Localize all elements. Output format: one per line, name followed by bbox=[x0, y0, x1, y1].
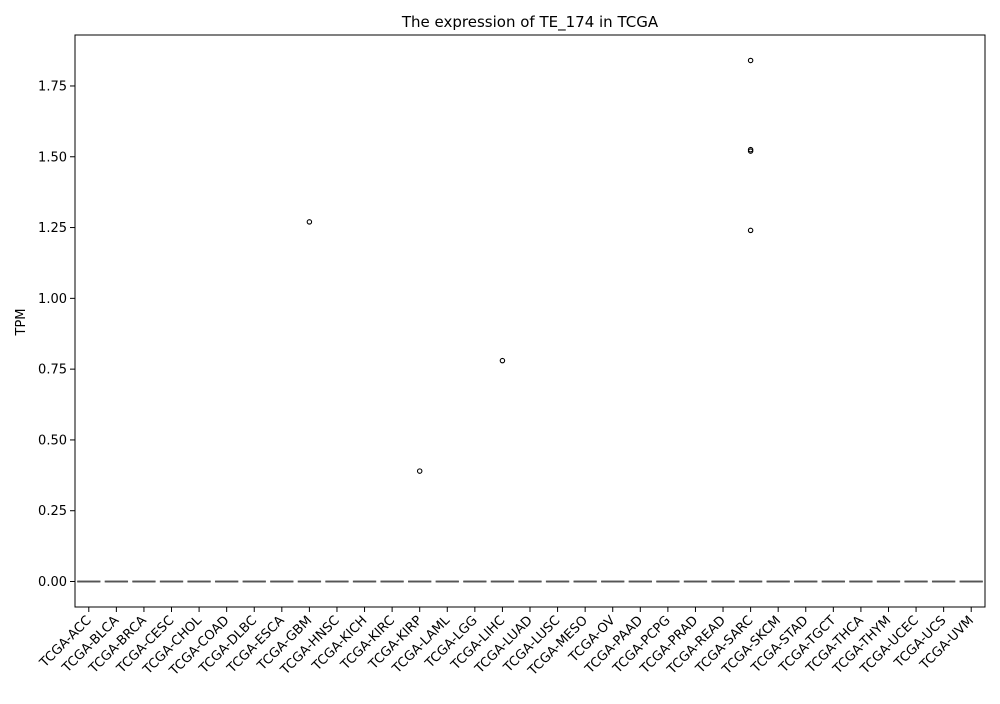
y-tick-label: 1.75 bbox=[38, 79, 67, 94]
y-tick-label: 0.25 bbox=[38, 504, 67, 519]
outlier-point bbox=[499, 357, 506, 364]
outlier-point bbox=[306, 219, 313, 225]
y-tick-label: 0.75 bbox=[38, 363, 67, 378]
outlier-point bbox=[747, 57, 754, 64]
y-axis-label: TPM bbox=[14, 309, 29, 337]
outlier-point bbox=[747, 227, 754, 234]
y-tick-label: 0.00 bbox=[38, 575, 67, 590]
y-tick-label: 0.50 bbox=[38, 433, 67, 448]
y-tick-label: 1.25 bbox=[38, 221, 67, 236]
plot-area: 0.000.250.500.751.001.251.501.75TCGA-ACC… bbox=[37, 57, 983, 679]
y-tick-label: 1.00 bbox=[38, 292, 67, 307]
plot-frame bbox=[74, 34, 986, 608]
outlier-point bbox=[747, 146, 754, 153]
outlier-point bbox=[416, 468, 423, 474]
y-tick-label: 1.50 bbox=[38, 150, 67, 165]
chart-title: The expression of TE_174 in TCGA bbox=[401, 13, 659, 32]
